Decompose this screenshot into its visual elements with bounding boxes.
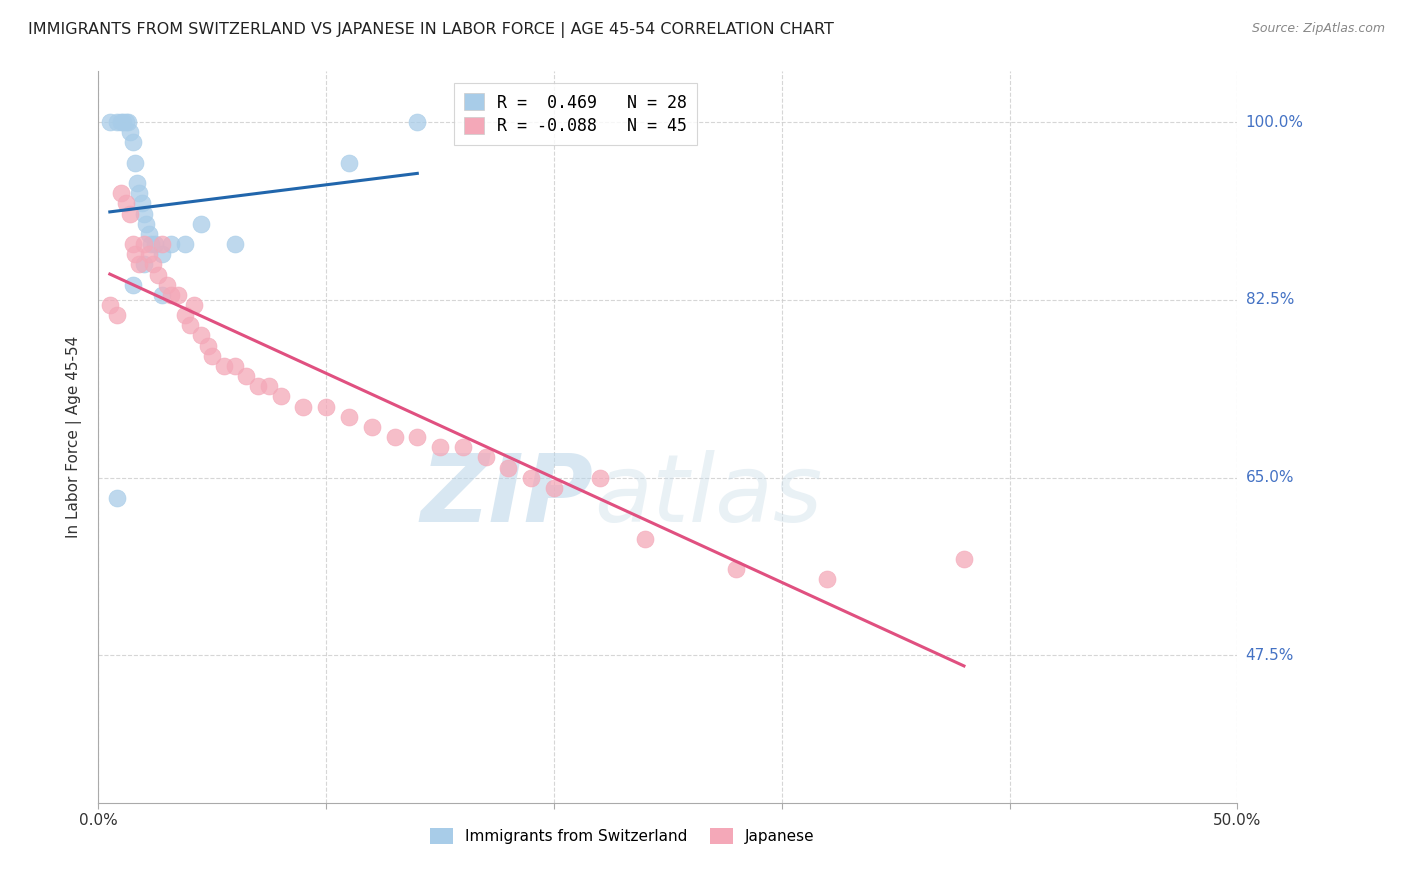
Point	[292, 400, 315, 414]
Legend: R =  0.469   N = 28, R = -0.088   N = 45: R = 0.469 N = 28, R = -0.088 N = 45	[454, 83, 697, 145]
Point	[121, 237, 143, 252]
Point	[105, 308, 128, 322]
Point	[520, 471, 543, 485]
Point	[120, 206, 142, 220]
Point	[384, 430, 406, 444]
Point	[201, 349, 224, 363]
Point	[815, 572, 838, 586]
Point	[498, 460, 520, 475]
Point	[120, 125, 142, 139]
Point	[259, 379, 281, 393]
Point	[112, 115, 135, 129]
Point	[190, 328, 212, 343]
Text: 100.0%: 100.0%	[1246, 115, 1303, 129]
Text: 65.0%: 65.0%	[1246, 470, 1294, 485]
Point	[117, 115, 139, 129]
Point	[224, 359, 246, 373]
Point	[114, 196, 136, 211]
Point	[105, 115, 128, 129]
Point	[110, 186, 132, 201]
Point	[174, 308, 197, 322]
Point	[110, 115, 132, 129]
Point	[190, 217, 212, 231]
Point	[132, 237, 155, 252]
Point	[128, 257, 150, 271]
Point	[406, 115, 429, 129]
Point	[128, 186, 150, 201]
Point	[150, 247, 173, 261]
Point	[98, 115, 121, 129]
Point	[634, 532, 657, 546]
Point	[167, 288, 190, 302]
Point	[142, 257, 165, 271]
Point	[174, 237, 197, 252]
Point	[197, 338, 219, 352]
Point	[429, 440, 451, 454]
Point	[224, 237, 246, 252]
Text: 82.5%: 82.5%	[1246, 293, 1294, 308]
Point	[725, 562, 748, 576]
Point	[138, 227, 160, 241]
Point	[121, 277, 143, 292]
Point	[124, 247, 146, 261]
Point	[121, 136, 143, 150]
Y-axis label: In Labor Force | Age 45-54: In Labor Force | Age 45-54	[66, 336, 83, 538]
Point	[543, 481, 565, 495]
Point	[360, 420, 382, 434]
Point	[127, 176, 149, 190]
Point	[132, 257, 155, 271]
Text: Source: ZipAtlas.com: Source: ZipAtlas.com	[1251, 22, 1385, 36]
Text: atlas: atlas	[593, 450, 823, 541]
Point	[337, 409, 360, 424]
Text: ZIP: ZIP	[420, 450, 593, 541]
Point	[179, 318, 201, 333]
Point	[150, 288, 173, 302]
Point	[160, 237, 183, 252]
Point	[131, 196, 153, 211]
Point	[212, 359, 235, 373]
Point	[124, 155, 146, 169]
Point	[451, 440, 474, 454]
Point	[135, 217, 157, 231]
Point	[270, 389, 292, 403]
Point	[406, 430, 429, 444]
Point	[160, 288, 183, 302]
Point	[953, 552, 976, 566]
Point	[98, 298, 121, 312]
Text: IMMIGRANTS FROM SWITZERLAND VS JAPANESE IN LABOR FORCE | AGE 45-54 CORRELATION C: IMMIGRANTS FROM SWITZERLAND VS JAPANESE …	[28, 22, 834, 38]
Point	[183, 298, 205, 312]
Text: 47.5%: 47.5%	[1246, 648, 1294, 663]
Point	[138, 247, 160, 261]
Point	[474, 450, 496, 465]
Point	[139, 237, 162, 252]
Point	[156, 277, 179, 292]
Point	[588, 471, 610, 485]
Point	[114, 115, 136, 129]
Point	[246, 379, 269, 393]
Point	[150, 237, 173, 252]
Point	[145, 237, 167, 252]
Point	[337, 155, 360, 169]
Point	[235, 369, 257, 384]
Point	[132, 206, 155, 220]
Point	[315, 400, 337, 414]
Point	[146, 268, 169, 282]
Point	[105, 491, 128, 505]
